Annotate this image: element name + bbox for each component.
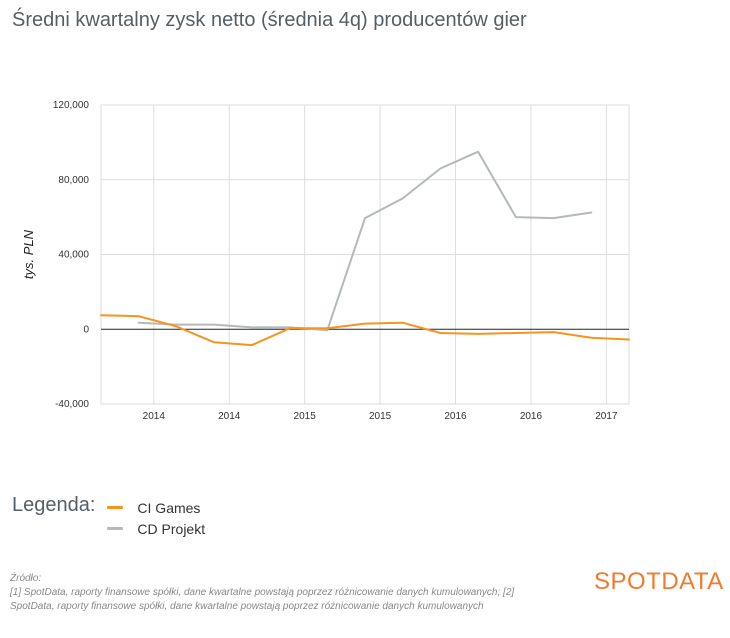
y-tick-label: 80,000 (58, 175, 89, 186)
x-tick-label: 2015 (369, 411, 392, 422)
x-tick-label: 2014 (218, 411, 241, 422)
x-axis-ticks: 2014 2014 2015 2015 2016 2016 2017 (143, 411, 618, 422)
y-axis-ticks: 120,000 80,000 40,000 0 -40,000 (53, 100, 90, 410)
legend-swatch-cd-projekt (107, 527, 124, 530)
legend-item-cd-projekt[interactable]: CD Projekt (107, 518, 205, 539)
legend: Legenda: CI Games CD Projekt (12, 494, 205, 539)
y-tick-label: 40,000 (58, 250, 89, 261)
y-tick-label: -40,000 (55, 399, 89, 410)
legend-swatch-ci-games (107, 506, 124, 509)
legend-items: CI Games CD Projekt (107, 494, 205, 539)
x-tick-label: 2015 (294, 411, 317, 422)
series-line-ci-games (100, 314, 630, 347)
y-tick-label: 120,000 (53, 100, 90, 111)
legend-label-cd-projekt: CD Projekt (137, 520, 206, 537)
source-label: Źródło: (10, 573, 42, 584)
y-axis-label: tys. PLN (21, 229, 36, 279)
chart-title: Średni kwartalny zysk netto (średnia 4q)… (12, 9, 527, 31)
legend-title: Legenda: (12, 494, 96, 516)
x-tick-label: 2016 (520, 411, 543, 422)
series-lines (100, 150, 630, 347)
source-line-1: [1] SpotData, raporty finansowe spółki, … (10, 587, 515, 598)
spotdata-logo: SPOTDATA (594, 568, 724, 595)
y-tick-label: 0 (83, 324, 89, 335)
legend-label-ci-games: CI Games (137, 499, 201, 516)
legend-item-ci-games[interactable]: CI Games (107, 497, 205, 518)
source-footer: Źródło: [1] SpotData, raporty finansowe … (10, 572, 580, 614)
line-chart: 120,000 80,000 40,000 0 -40,000 2014 2014 2015… (21, 100, 630, 422)
x-tick-label: 2014 (143, 411, 166, 422)
x-tick-label: 2016 (444, 411, 467, 422)
x-tick-label: 2017 (595, 411, 618, 422)
grid-lines (100, 104, 630, 405)
series-line-cd-projekt (137, 150, 593, 332)
source-line-2: SpotData, raporty finansowe spółki, dane… (10, 601, 484, 612)
